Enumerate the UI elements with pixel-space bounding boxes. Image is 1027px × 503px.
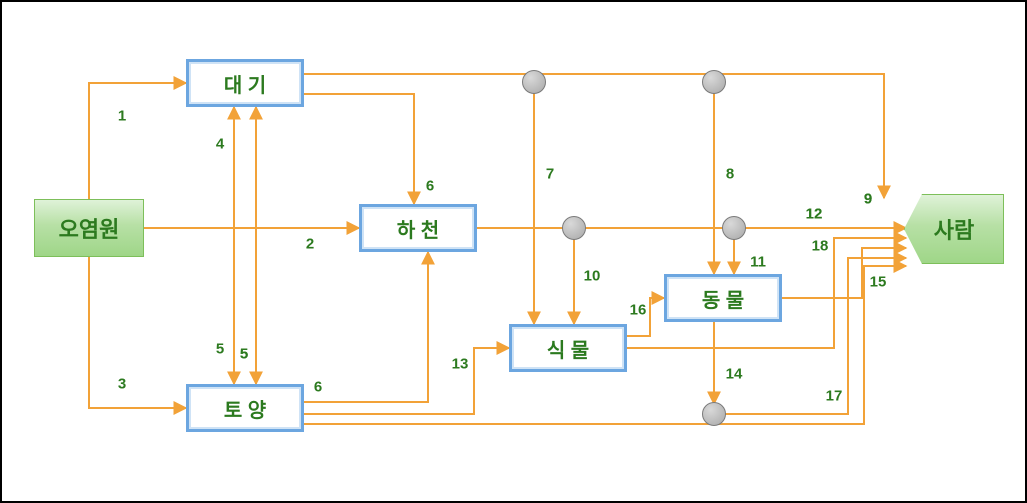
edge bbox=[89, 257, 186, 408]
edge-label: 6 bbox=[314, 379, 322, 396]
node-label: 대 기 bbox=[224, 69, 266, 98]
edge-label: 12 bbox=[806, 206, 823, 223]
node-label: 하 천 bbox=[397, 214, 439, 243]
node-river: 하 천 bbox=[359, 204, 477, 252]
edge bbox=[304, 252, 428, 402]
edge-label: 17 bbox=[826, 388, 843, 405]
node-label: 오염원 bbox=[59, 212, 120, 244]
junction bbox=[702, 402, 726, 426]
diagram-stage: 오염원 대 기 하 천 토 양 식 물 동 물 사람 1234556678910… bbox=[14, 14, 1013, 489]
edge-label: 9 bbox=[864, 191, 872, 208]
node-label: 토 양 bbox=[224, 394, 266, 423]
edge-label: 8 bbox=[726, 166, 734, 183]
edge bbox=[782, 248, 906, 298]
node-air: 대 기 bbox=[186, 59, 304, 107]
node-source: 오염원 bbox=[34, 199, 144, 257]
edge bbox=[304, 348, 509, 414]
node-label: 동 물 bbox=[702, 284, 744, 313]
edge-label: 13 bbox=[452, 356, 469, 373]
edge-label: 3 bbox=[118, 376, 126, 393]
node-animal: 동 물 bbox=[664, 274, 782, 322]
junction bbox=[522, 70, 546, 94]
edge bbox=[89, 83, 186, 199]
node-person: 사람 bbox=[904, 194, 1004, 264]
edge-label: 5 bbox=[216, 341, 224, 358]
node-plant: 식 물 bbox=[509, 324, 627, 372]
edge-label: 7 bbox=[546, 166, 554, 183]
edge-label: 4 bbox=[216, 136, 224, 153]
junction bbox=[702, 70, 726, 94]
edge-label: 6 bbox=[426, 178, 434, 195]
edges-layer bbox=[14, 14, 1013, 489]
node-label: 식 물 bbox=[547, 334, 589, 363]
junction bbox=[722, 216, 746, 240]
node-soil: 토 양 bbox=[186, 384, 304, 432]
edge-label: 15 bbox=[870, 274, 887, 291]
edge-label: 5 bbox=[240, 346, 248, 363]
edge-label: 14 bbox=[726, 366, 743, 383]
edge-label: 18 bbox=[812, 238, 829, 255]
diagram-frame: 오염원 대 기 하 천 토 양 식 물 동 물 사람 1234556678910… bbox=[0, 0, 1027, 503]
edge-label: 2 bbox=[306, 236, 314, 253]
edge-label: 11 bbox=[750, 254, 766, 271]
edge bbox=[304, 74, 884, 198]
edge-label: 10 bbox=[584, 268, 601, 285]
edge bbox=[304, 94, 414, 204]
junction bbox=[562, 216, 586, 240]
node-label: 사람 bbox=[934, 213, 974, 245]
edge-label: 16 bbox=[630, 302, 647, 319]
edge-label: 1 bbox=[118, 108, 126, 125]
